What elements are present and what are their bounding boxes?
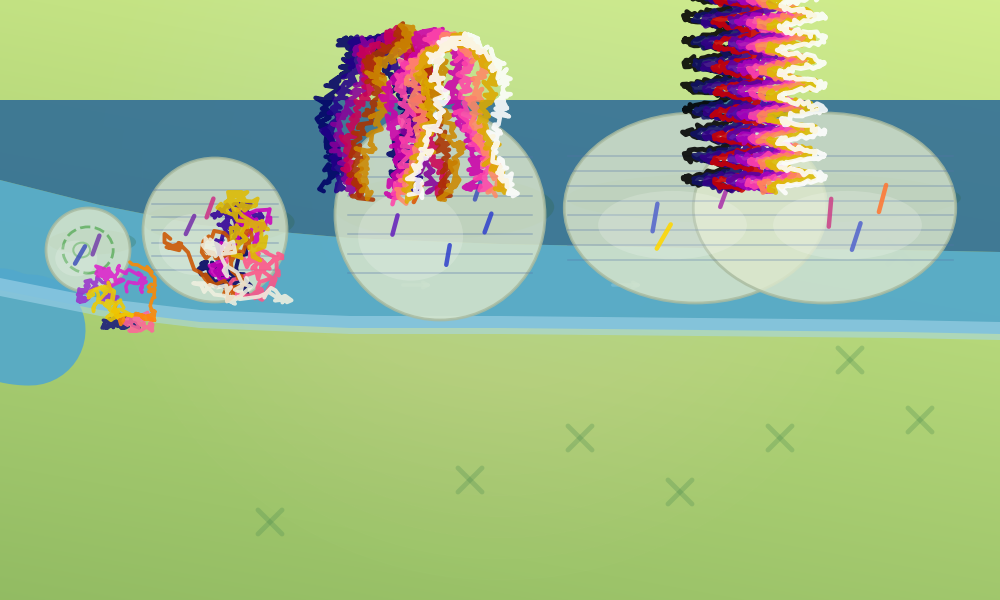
Polygon shape xyxy=(0,100,1000,252)
Ellipse shape xyxy=(143,200,295,244)
Ellipse shape xyxy=(143,158,287,302)
Ellipse shape xyxy=(693,113,956,303)
Ellipse shape xyxy=(48,229,136,254)
Ellipse shape xyxy=(55,241,97,276)
Ellipse shape xyxy=(773,191,922,259)
Ellipse shape xyxy=(159,214,231,275)
Polygon shape xyxy=(0,180,1000,334)
Ellipse shape xyxy=(46,208,130,292)
Ellipse shape xyxy=(335,110,545,320)
Polygon shape xyxy=(0,278,1000,340)
Ellipse shape xyxy=(358,191,463,281)
Ellipse shape xyxy=(564,113,827,303)
Ellipse shape xyxy=(598,191,747,259)
Ellipse shape xyxy=(567,172,961,224)
Ellipse shape xyxy=(334,175,554,238)
